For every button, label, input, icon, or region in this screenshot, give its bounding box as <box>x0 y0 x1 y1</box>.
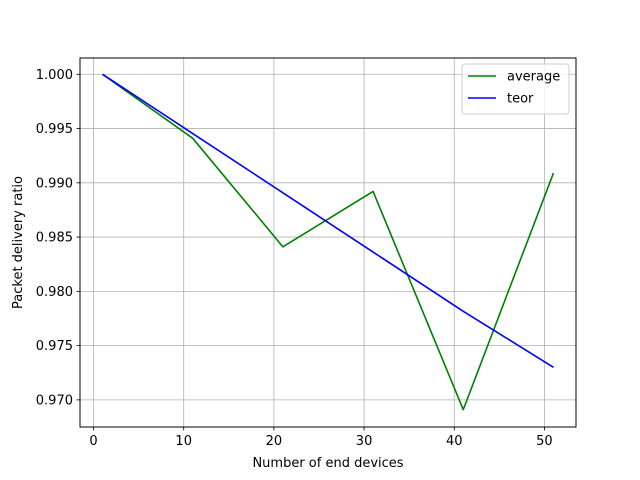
y-axis: 0.970 0.975 0.980 0.985 0.990 0.995 1.000 <box>36 68 80 408</box>
y-tick-label: 0.985 <box>36 231 73 246</box>
x-tick-label: 30 <box>356 434 373 449</box>
y-tick-label: 0.990 <box>36 176 73 191</box>
y-tick-label: 1.000 <box>36 68 73 83</box>
legend-label: teor <box>507 92 534 107</box>
x-axis-label: Number of end devices <box>252 456 403 471</box>
y-tick-label: 0.975 <box>36 339 73 354</box>
x-tick-label: 40 <box>446 434 463 449</box>
series-layer <box>102 73 555 411</box>
y-tick-label: 0.970 <box>36 393 73 408</box>
x-tick-label: 20 <box>266 434 283 449</box>
y-tick-label: 0.980 <box>36 285 73 300</box>
series-line-teor <box>102 73 554 368</box>
series-line-average <box>102 73 555 411</box>
x-axis: 0 10 20 30 40 50 <box>89 427 553 449</box>
x-tick-label: 50 <box>536 434 553 449</box>
plot-area <box>80 58 576 427</box>
grid <box>80 58 576 427</box>
plot-frame <box>79 57 577 428</box>
y-tick-label: 0.995 <box>36 122 73 137</box>
x-tick-label: 10 <box>175 434 192 449</box>
y-axis-label: Packet delivery ratio <box>11 176 26 309</box>
legend: average teor <box>461 63 570 115</box>
x-tick-label: 0 <box>89 434 97 449</box>
legend-label: average <box>507 70 560 85</box>
